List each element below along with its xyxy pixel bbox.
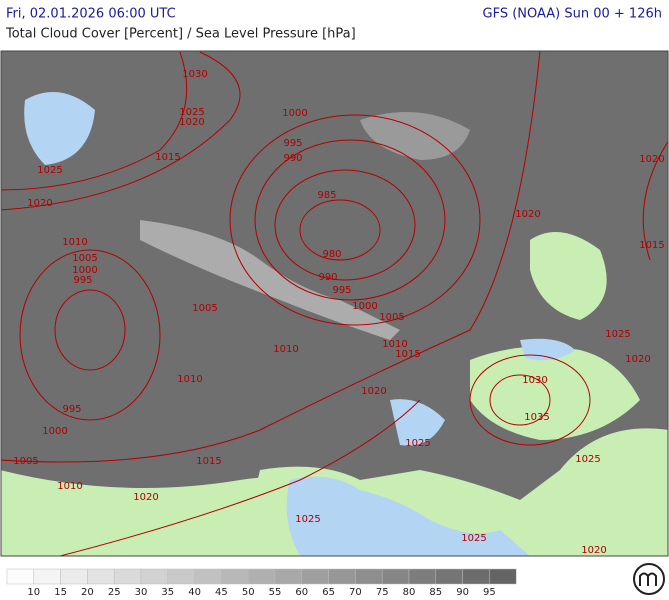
valid-time: Fri, 02.01.2026 06:00 UTC [6,7,176,22]
legend-swatch [381,568,410,585]
isobar-label: 1030 [522,375,547,386]
isobar-label: 995 [62,404,81,415]
isobar-label: 995 [283,138,302,149]
isobar-label: 1020 [581,545,606,556]
map-frame [0,50,669,557]
legend: 10 15 20 25 30 35 40 45 50 55 60 65 70 75 80 85 90 95 [6,568,517,598]
legend-swatch [167,568,195,585]
isobar-label: 1025 [605,329,630,340]
isobar-label: 1025 [575,454,600,465]
isobar-label: 1025 [295,514,320,525]
isobar-label: 990 [283,153,302,164]
parameter-title: Total Cloud Cover [Percent] / Sea Level … [5,27,356,42]
legend-swatch [6,568,35,585]
isobar-label: 1025 [405,438,430,449]
legend-label: 20 [81,587,94,598]
legend-swatch [408,568,437,585]
isobar-label: 1020 [133,492,158,503]
isobar-label: 1010 [62,237,87,248]
legend-label: 75 [376,587,389,598]
legend-swatch [489,568,517,585]
isobars [1,51,668,556]
sea [390,399,445,446]
cloud-gap [360,112,470,160]
isobar-label: 1010 [177,374,202,385]
isobar-label: 1025 [179,107,204,118]
legend-swatch [113,568,142,585]
isobar-label: 1020 [639,154,664,165]
isobar-label: 1005 [72,253,97,264]
cloud-gap [140,220,400,340]
legend-swatch [435,568,463,585]
legend-label: 25 [108,587,121,598]
logo [633,563,665,595]
legend-label: 80 [403,587,416,598]
legend-swatch [355,568,383,585]
legend-label: 70 [349,587,362,598]
legend-swatch [87,568,115,585]
land [470,346,640,440]
legend-swatch [140,568,169,585]
isobar-label: 995 [332,285,351,296]
legend-swatch [221,568,249,585]
legend-swatch [60,568,88,585]
map [0,50,669,557]
legend-swatch [462,568,490,585]
legend-swatch [328,568,356,585]
isobar-label: 1005 [13,456,38,467]
land [530,232,607,320]
isobar-label: 1015 [155,152,180,163]
isobar-label: 1015 [639,240,664,251]
isobar-label: 1000 [352,301,377,312]
legend-label: 50 [242,587,255,598]
legend-label: 55 [269,587,282,598]
isobar-label: 1005 [379,312,404,323]
sea [24,92,95,165]
isobar-label: 1000 [42,426,67,437]
isobar-label: 1025 [37,165,62,176]
isobar-label: 995 [73,275,92,286]
sea [286,476,530,556]
isobar-label: 1010 [273,344,298,355]
isobar-label: 1020 [515,209,540,220]
isobar-label: 1015 [196,456,221,467]
legend-swatch [274,568,303,585]
isobar-label: 1030 [182,69,207,80]
isobar-label: 1000 [72,265,97,276]
legend-label: 15 [54,587,67,598]
isobar-label: 1025 [461,533,486,544]
isobar-label: 1010 [57,481,82,492]
isobar-label: 1020 [179,117,204,128]
isobar-label: 990 [318,272,337,283]
isobar-label: 980 [322,249,341,260]
isobar-label: 985 [317,190,336,201]
isobar-label: 1020 [27,198,52,209]
legend-label: 85 [429,587,442,598]
legend-swatch [301,568,329,585]
isobar-label: 1015 [395,349,420,360]
legend-label: 35 [161,587,174,598]
legend-swatch [247,568,276,585]
legend-label: 60 [295,587,308,598]
legend-swatch [33,568,61,585]
legend-label: 10 [27,587,40,598]
legend-label: 90 [456,587,469,598]
isobar-label: 1010 [382,339,407,350]
legend-label: 45 [215,587,228,598]
legend-label: 65 [322,587,335,598]
isobar-label: 1035 [524,412,549,423]
legend-label: 30 [135,587,148,598]
legend-label: 95 [483,587,496,598]
model-run: GFS (NOAA) Sun 00 + 126h [483,7,662,22]
legend-label: 40 [188,587,201,598]
isobar-label: 1020 [625,354,650,365]
isobar-label: 1020 [361,386,386,397]
isobar-labels: 1030102510201000995990101510251020985980… [13,69,664,556]
isobar-label: 1005 [192,303,217,314]
isobar-label: 1000 [282,108,307,119]
legend-swatch [194,568,222,585]
